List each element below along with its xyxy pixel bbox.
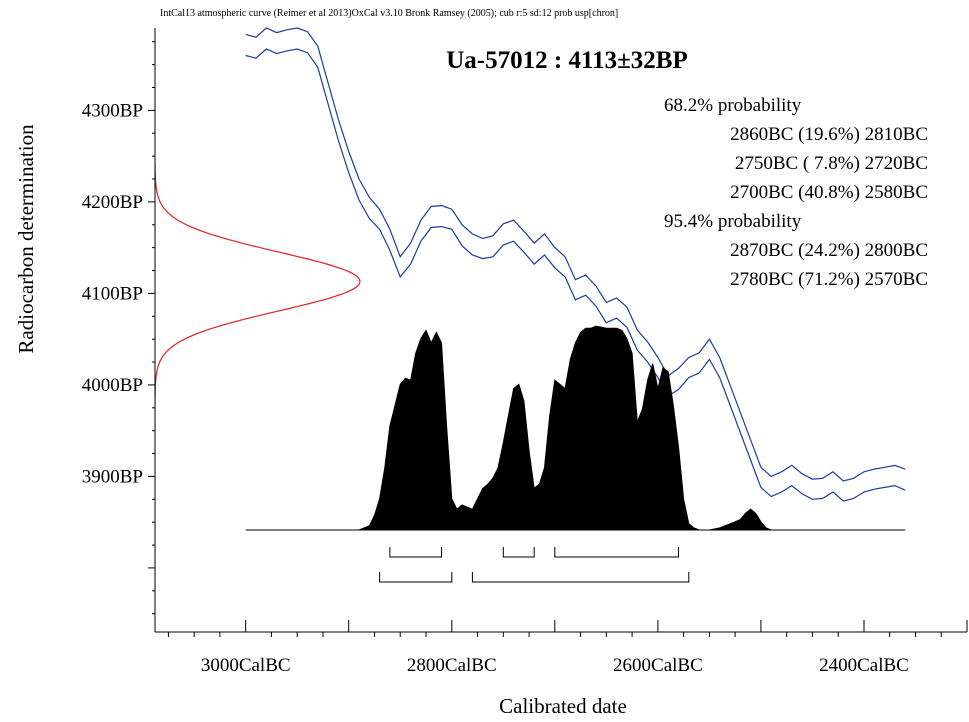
probability-range-line: 2870BC (24.2%) 2800BC [730,240,928,261]
x-tick-label: 2400CalBC [819,655,909,676]
y-tick-label: 3900BP [82,466,143,487]
chart-title: Ua-57012 : 4113±32BP [446,47,688,74]
x-tick-label: 3000CalBC [201,655,291,676]
probability-range-line: 2700BC (40.8%) 2580BC [730,182,928,203]
posterior-distribution-layer [245,325,906,531]
range-95-bracket [471,572,690,583]
y-axis-ticks: 4300BP 4200BP 4100BP 4000BP 3900BP [82,41,155,615]
range-68-bracket [389,547,442,558]
x-axis-label: Calibrated date [499,694,627,718]
probability-summary: 68.2% probability 2860BC (19.6%) 2810BC 27… [664,95,928,290]
y-axis-label: Radiocarbon determination [14,124,38,354]
measurement-curve [154,164,361,399]
probability-range-line: 2780BC (71.2%) 2570BC [730,269,928,290]
y-tick-label: 4100BP [82,283,143,304]
probability-header: 68.2% probability [664,95,802,116]
calibration-curve-layer [245,27,906,502]
measurement-distribution-layer [154,28,361,445]
x-tick-label: 2800CalBC [407,655,497,676]
y-tick-label: 4300BP [82,100,143,121]
probability-header: 95.4% probability [664,211,802,232]
y-tick-label: 4200BP [82,192,143,213]
program-header: IntCal13 atmospheric curve (Reimer et al… [160,8,618,19]
calibration-curve-upper [245,27,906,482]
range-68-bracket [502,547,535,558]
y-tick-label: 4000BP [82,375,143,396]
posterior-area [245,325,906,531]
x-tick-label: 2600CalBC [613,655,703,676]
x-axis-ticks: 3000CalBC 2800CalBC 2600CalBC 2400CalBC [167,620,968,676]
probability-range-brackets [379,547,690,583]
range-68-bracket [554,547,679,558]
probability-range-line: 2750BC ( 7.8%) 2720BC [735,153,928,174]
range-95-bracket [379,572,453,583]
calibration-curve-lower [245,48,906,502]
probability-range-line: 2860BC (19.6%) 2810BC [730,124,928,145]
